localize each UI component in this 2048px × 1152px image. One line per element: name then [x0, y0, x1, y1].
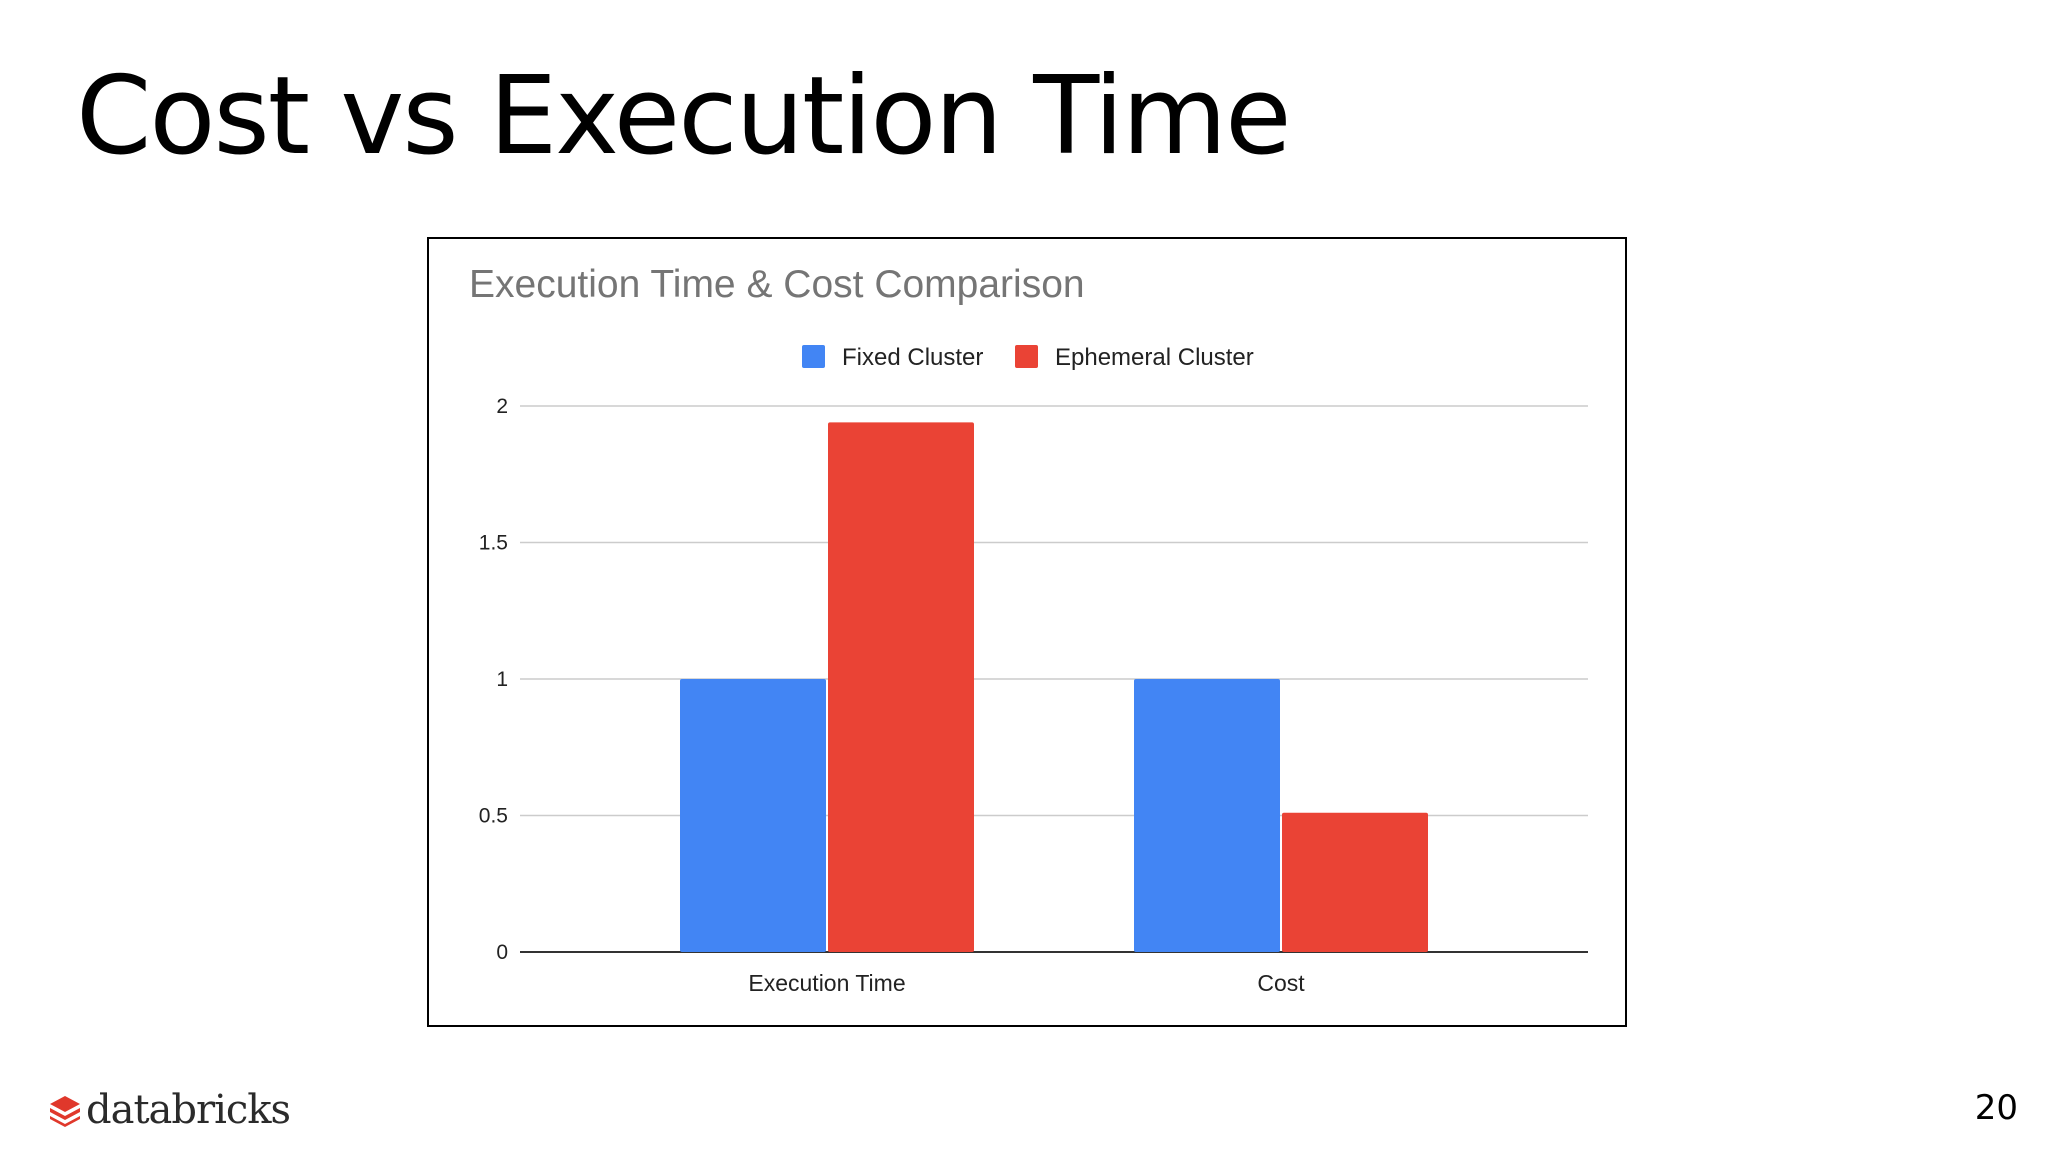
chart-frame: Execution Time & Cost Comparison Fixed C… [427, 237, 1627, 1027]
y-tick-label-0.5: 0.5 [479, 805, 508, 828]
bar-fixed-execution-time [680, 679, 826, 952]
y-tick-label-1.5: 1.5 [479, 532, 508, 555]
bar-ephemeral-cost [1282, 812, 1428, 952]
logo-wordmark: databricks [86, 1087, 291, 1133]
y-tick-label-0: 0 [496, 941, 508, 964]
y-axis-ticks: 0 0.5 1 1.5 2 [479, 395, 508, 964]
chart-legend: Fixed Cluster Ephemeral Cluster [802, 344, 1254, 371]
x-category-label-cost: Cost [1257, 970, 1305, 996]
legend-label-ephemeral: Ephemeral Cluster [1055, 344, 1254, 371]
legend-swatch-fixed [802, 345, 825, 368]
databricks-logo: databricks [48, 1086, 291, 1134]
databricks-logo-icon [50, 1096, 80, 1127]
bar-fixed-cost [1134, 679, 1280, 952]
chart-bars [680, 422, 1428, 952]
y-tick-label-1: 1 [496, 668, 508, 691]
x-axis-categories: Execution Time Cost [748, 970, 1305, 996]
x-category-label-execution-time: Execution Time [748, 970, 905, 996]
page-number: 20 [1974, 1088, 2018, 1128]
legend-swatch-ephemeral [1015, 345, 1038, 368]
legend-label-fixed: Fixed Cluster [842, 344, 983, 371]
slide-title: Cost vs Execution Time [76, 54, 1292, 179]
chart-title: Execution Time & Cost Comparison [469, 263, 1085, 306]
y-tick-label-2: 2 [496, 395, 508, 418]
bar-chart: Execution Time & Cost Comparison Fixed C… [469, 263, 1588, 996]
bar-ephemeral-execution-time [828, 422, 974, 952]
